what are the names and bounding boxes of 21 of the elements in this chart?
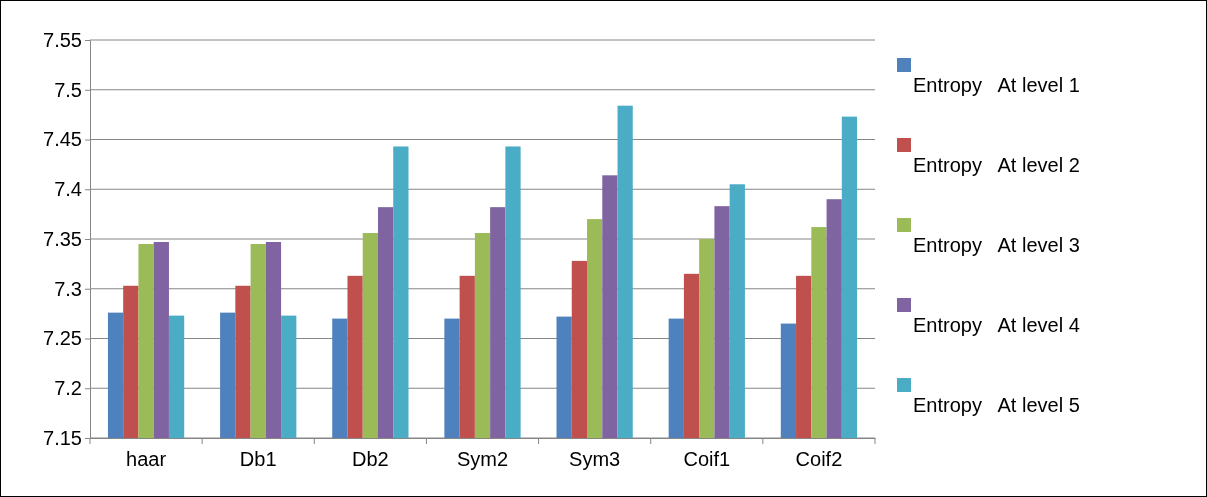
x-tick-label: Db2 xyxy=(352,448,389,471)
y-tick-label: 7.3 xyxy=(54,277,82,300)
y-tick-label: 7.2 xyxy=(54,377,82,400)
x-tick-label: Coif2 xyxy=(795,448,843,471)
y-tick-label: 7.15 xyxy=(43,426,82,449)
x-tick-label: Sym2 xyxy=(456,448,509,471)
x-tick-label: Coif1 xyxy=(683,448,731,471)
y-tick-label: 7.45 xyxy=(43,128,82,151)
legend-label: Entropy At level 1 xyxy=(913,74,1080,96)
y-tick-label: 7.35 xyxy=(43,227,82,250)
y-tick-label: 7.5 xyxy=(54,78,82,101)
x-tick-label: Db1 xyxy=(239,448,277,471)
legend-label: Entropy At level 2 xyxy=(913,154,1080,176)
y-tick-label: 7.25 xyxy=(43,327,82,350)
x-tick-label: Sym3 xyxy=(569,448,621,471)
y-tick-label: 7.55 xyxy=(43,28,82,51)
legend-label: Entropy At level 5 xyxy=(913,394,1080,416)
legend-label: Entropy At level 4 xyxy=(913,314,1080,336)
y-tick-label: 7.4 xyxy=(54,178,82,201)
legend-label: Entropy At level 3 xyxy=(913,234,1080,256)
x-tick-label: haar xyxy=(126,448,167,471)
